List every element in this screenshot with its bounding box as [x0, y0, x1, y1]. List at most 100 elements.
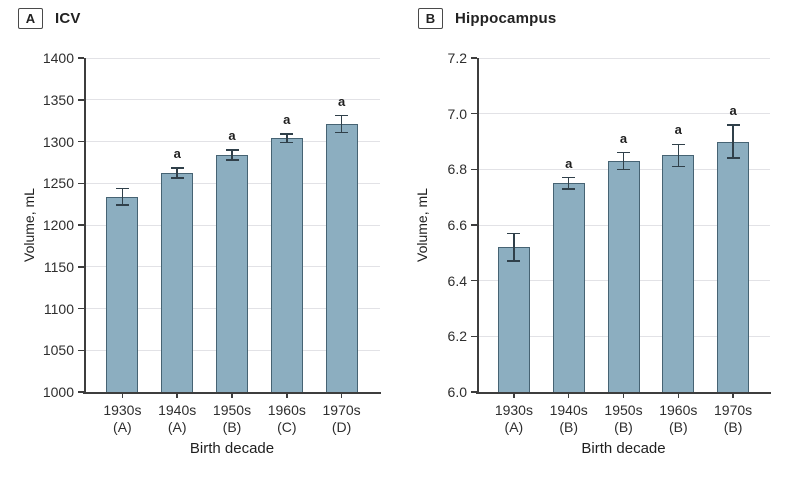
bar-1960s — [270, 138, 303, 392]
y-tick-label: 1400 — [42, 50, 74, 66]
y-axis-line — [84, 58, 86, 392]
significance-label: a — [283, 111, 291, 127]
gridline — [84, 141, 380, 142]
y-axis-tick — [471, 168, 477, 171]
significance-label: a — [565, 155, 573, 171]
y-axis-tick — [78, 307, 84, 310]
error-bar-cap-top — [507, 232, 521, 235]
error-bar — [732, 124, 734, 159]
panel-icv-header: A ICV — [18, 8, 81, 29]
x-tick-label: 1930s (A) — [494, 402, 533, 435]
y-tick-label: 1200 — [42, 217, 74, 233]
x-axis-tick — [340, 392, 343, 398]
x-tick-label: 1970s (B) — [714, 402, 753, 435]
plot-area-icv: 1000 1050 1100 1150 1200 1250 1300 1350 1400 1930… — [43, 51, 381, 435]
significance-label: a — [619, 130, 628, 146]
error-bar — [567, 177, 570, 189]
gridline — [84, 57, 380, 59]
gridline — [477, 57, 770, 59]
error-bar-cap-top — [617, 151, 630, 154]
y-axis-tick — [471, 57, 477, 59]
y-axis-tick — [78, 140, 84, 143]
x-axis-tick — [286, 392, 288, 398]
error-bar — [340, 115, 343, 133]
error-bar-cap-top — [562, 176, 576, 179]
error-bar-cap-top — [726, 124, 740, 126]
y-axis-tick — [78, 266, 84, 268]
error-bar-cap-bottom — [726, 157, 740, 159]
x-tick-label: 1950s (B) — [604, 402, 643, 435]
y-tick-label: 7.2 — [447, 50, 467, 66]
error-bar-cap-bottom — [507, 260, 521, 262]
error-bar-cap-top — [225, 149, 239, 151]
y-axis-tick — [471, 279, 477, 282]
bar-1950s — [607, 160, 640, 392]
error-bar-cap-bottom — [617, 168, 630, 171]
x-axis-title: Birth decade — [189, 440, 275, 457]
panel-hippocampus: B Hippocampus Volume, mL 6.0 6.2 6.4 6.6 6.8… — [400, 0, 800, 480]
panel-title: Hippocampus — [455, 10, 557, 27]
error-bar — [231, 149, 233, 160]
gridline — [84, 99, 380, 101]
error-bar-cap-top — [280, 133, 294, 135]
x-axis-tick — [231, 392, 233, 398]
significance-label: a — [228, 127, 236, 143]
error-bar-cap-top — [335, 114, 349, 117]
y-axis-tick — [471, 335, 477, 338]
error-bar-cap-bottom — [671, 165, 685, 168]
panel-letter-badge: A — [18, 8, 43, 29]
error-bar-cap-top — [115, 187, 129, 189]
y-tick-label: 6.8 — [447, 161, 467, 178]
x-axis-tick — [732, 392, 734, 398]
y-tick-label: 7.0 — [447, 105, 467, 122]
y-tick-label: 1250 — [42, 175, 74, 192]
bar-1960s — [662, 155, 695, 392]
y-axis-tick — [78, 182, 84, 184]
y-tick-label: 6.0 — [447, 384, 467, 400]
panel-icv: A ICV Volume, mL 1000 1050 1100 1150 1200 125… — [18, 8, 381, 457]
error-bar-cap-bottom — [170, 177, 184, 179]
significance-label: a — [173, 146, 181, 162]
error-bar — [622, 152, 625, 170]
y-axis-line — [477, 58, 479, 392]
significance-label: a — [337, 93, 346, 109]
error-bar-cap-top — [170, 167, 184, 169]
x-tick-label: 1940s (A) — [158, 402, 197, 435]
error-bar — [286, 133, 288, 143]
bar-1930s — [106, 196, 139, 392]
x-axis-tick — [121, 392, 124, 398]
gridline — [477, 113, 770, 115]
error-bar-cap-bottom — [280, 141, 294, 144]
x-tick-label: 1960s (C) — [267, 402, 306, 435]
y-axis-tick — [78, 391, 84, 393]
x-tick-label: 1950s (B) — [212, 402, 252, 435]
bar-1930s — [497, 247, 530, 392]
bar-1970s — [717, 141, 750, 392]
bar-1940s — [161, 173, 194, 392]
y-tick-label: 1150 — [43, 258, 74, 275]
y-tick-label: 6.6 — [447, 217, 467, 233]
panel-title: ICV — [55, 10, 81, 27]
bar-1950s — [216, 154, 248, 392]
x-axis-tick — [677, 392, 680, 398]
significance-label: a — [674, 122, 682, 138]
error-bar-cap-bottom — [562, 188, 576, 190]
error-bar — [513, 233, 515, 262]
y-axis-tick — [471, 112, 477, 115]
error-bar — [677, 144, 680, 167]
x-axis-tick — [176, 392, 178, 398]
y-tick-label: 6.2 — [447, 328, 467, 345]
error-bar — [176, 168, 178, 179]
y-axis-tick — [78, 224, 84, 226]
y-axis-tick — [471, 224, 477, 226]
y-tick-label: 1300 — [42, 133, 74, 150]
y-tick-label: 1100 — [43, 300, 74, 317]
y-axis-tick — [78, 57, 84, 59]
y-tick-label: 1350 — [42, 91, 74, 108]
y-tick-label: 1000 — [42, 384, 74, 400]
error-bar — [121, 188, 124, 205]
y-axis-tick — [471, 391, 477, 393]
y-axis-tick — [78, 99, 84, 101]
x-tick-label: 1960s (B) — [659, 402, 698, 435]
